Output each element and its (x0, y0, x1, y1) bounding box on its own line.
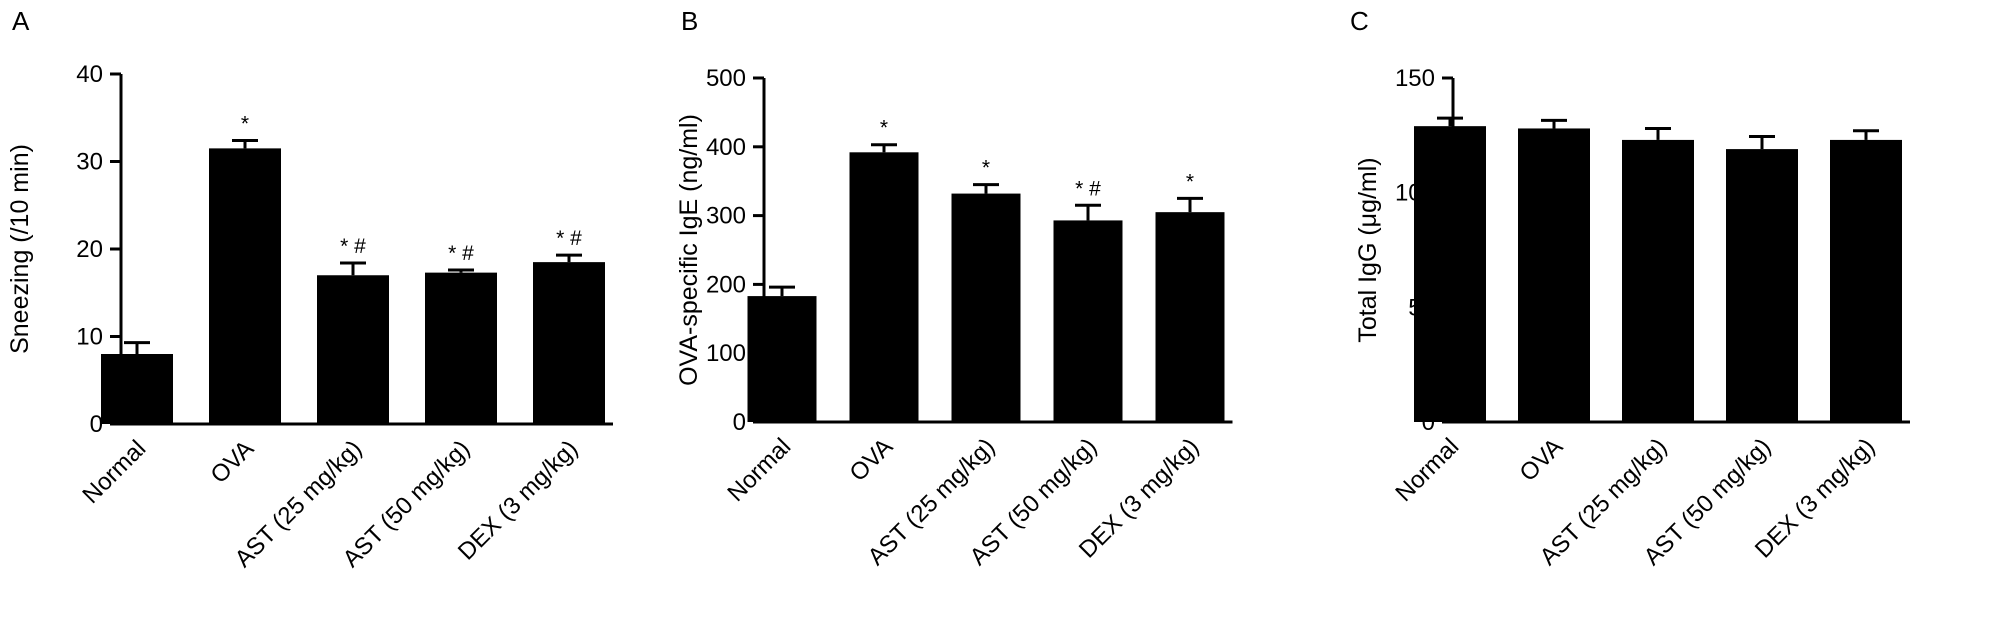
bar-ast-50-mg-kg (1726, 149, 1798, 423)
panel-b: B 0 100 200 300 400 500 OVA-specific IgE (ng/ml… (669, 0, 1338, 625)
y-tick-label: 20 (76, 236, 103, 263)
y-tick-label: 150 (1395, 65, 1435, 92)
significance-marker: * # (448, 242, 474, 265)
bar-ast-50-mg-kg (425, 272, 497, 424)
panel-c: C050100150Total IgG (μg/ml)NormalOVAAST … (1338, 0, 2007, 625)
y-tick-label: 400 (706, 134, 746, 161)
bar-ast-25-mg-kg (1622, 139, 1694, 423)
bar-ova (849, 152, 919, 422)
significance-marker: * # (340, 235, 366, 258)
bar-ast-50-mg-kg (1053, 220, 1123, 422)
y-axis-label: OVA-specific IgE (ng/ml) (675, 114, 703, 386)
bar-normal (101, 354, 173, 424)
bar-dex-3-mg-kg (1830, 139, 1902, 423)
chart-a: A 0 10 20 30 40 Sneezing (/10 min) Normal * OVA * … (6, 6, 613, 573)
significance-marker: * (880, 117, 888, 140)
bar-ast-25-mg-kg (951, 193, 1021, 422)
y-tick-label: 100 (706, 340, 746, 367)
significance-marker: * # (556, 227, 582, 250)
y-tick-label: 10 (76, 324, 103, 351)
panel-label: C (1350, 6, 1369, 36)
category-label-ova: OVA (845, 433, 899, 487)
y-tick-label: 40 (76, 61, 103, 88)
panel-a: A 0 10 20 30 40 Sneezing (/10 min) Normal * OVA * … (0, 0, 669, 625)
bar-dex-3-mg-kg (1155, 212, 1225, 422)
bar-normal (1414, 126, 1486, 422)
panel-label: B (681, 6, 698, 36)
bar-normal (747, 296, 817, 422)
category-label-ova: OVA (206, 435, 260, 489)
category-label-normal: Normal (1390, 433, 1464, 507)
category-label-normal: Normal (722, 433, 796, 507)
bar-ast-25-mg-kg (317, 275, 389, 424)
y-tick-label: 300 (706, 203, 746, 230)
y-axis-label: Total IgG (μg/ml) (1354, 157, 1382, 342)
significance-marker: * (241, 113, 249, 136)
y-tick-label: 0 (733, 409, 746, 436)
y-tick-label: 30 (76, 149, 103, 176)
chart-c: C050100150Total IgG (μg/ml)NormalOVAAST … (1350, 6, 1910, 571)
y-axis-label: Sneezing (/10 min) (6, 144, 34, 354)
bar-ova (209, 148, 281, 424)
bar-ova (1518, 128, 1590, 422)
y-tick-label: 200 (706, 271, 746, 298)
significance-marker: * # (1075, 177, 1101, 200)
category-label-normal: Normal (77, 435, 151, 509)
category-label-ova: OVA (1515, 433, 1569, 487)
significance-marker: * (1186, 170, 1194, 193)
significance-marker: * (982, 157, 990, 180)
y-tick-label: 500 (706, 65, 746, 92)
panel-label: A (12, 6, 30, 36)
bar-dex-3-mg-kg (533, 262, 605, 424)
y-tick-label: 0 (90, 411, 103, 438)
